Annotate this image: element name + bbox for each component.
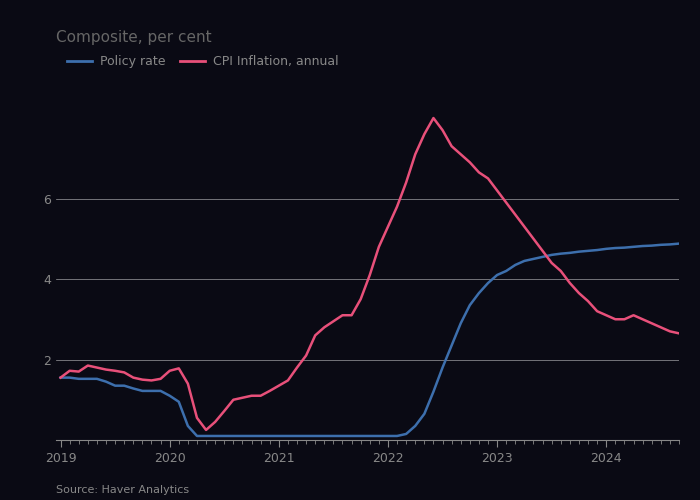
Legend: Policy rate, CPI Inflation, annual: Policy rate, CPI Inflation, annual [62, 50, 344, 73]
Text: Source: Haver Analytics: Source: Haver Analytics [56, 485, 189, 495]
Text: Composite, per cent: Composite, per cent [56, 30, 211, 45]
